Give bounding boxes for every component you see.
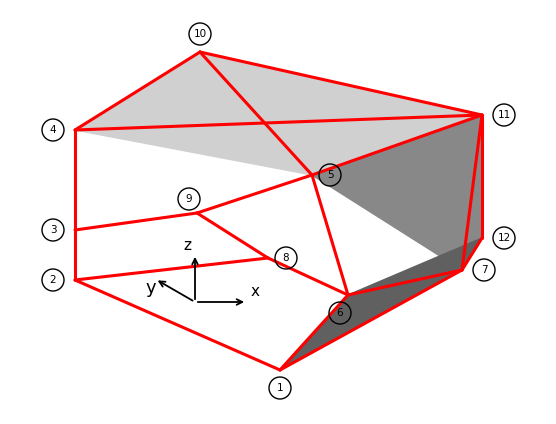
- Text: 8: 8: [282, 253, 289, 263]
- Polygon shape: [312, 115, 482, 270]
- Text: y: y: [145, 279, 156, 297]
- Text: 9: 9: [186, 194, 192, 204]
- Text: 6: 6: [337, 308, 343, 318]
- Text: 4: 4: [49, 125, 56, 135]
- Text: z: z: [183, 238, 191, 253]
- Text: 5: 5: [327, 170, 333, 180]
- Text: 2: 2: [49, 275, 56, 285]
- Text: 3: 3: [49, 225, 56, 235]
- Text: 7: 7: [481, 265, 487, 275]
- Text: 10: 10: [193, 29, 207, 39]
- Text: 11: 11: [498, 110, 510, 120]
- Text: x: x: [251, 284, 260, 299]
- Polygon shape: [75, 52, 482, 175]
- Polygon shape: [280, 270, 462, 370]
- Text: 12: 12: [498, 233, 510, 243]
- Polygon shape: [348, 238, 482, 295]
- Text: 1: 1: [277, 383, 284, 393]
